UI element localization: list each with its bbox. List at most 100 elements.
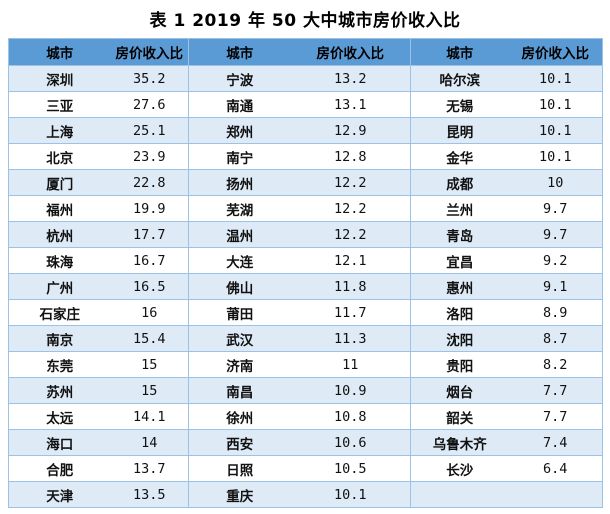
- city-cell: 贵阳: [410, 351, 509, 378]
- ratio-value-cell: 8.2: [508, 351, 603, 378]
- ratio-value-cell: 11.3: [290, 325, 411, 352]
- city-cell: 福州: [8, 195, 111, 222]
- ratio-value-cell: 9.7: [508, 195, 603, 222]
- city-cell: [410, 481, 509, 508]
- ratio-value-cell: 9.1: [508, 273, 603, 300]
- city-cell: 广州: [8, 273, 111, 300]
- ratio-value-cell: 10.5: [290, 455, 411, 482]
- city-cell: 南昌: [188, 377, 291, 404]
- report-page: 表 1 2019 年 50 大中城市房价收入比 城市 房价收入比 城市 房价收入比 城市…: [0, 6, 610, 514]
- city-cell: 芜湖: [188, 195, 291, 222]
- header-ratio: 房价收入比: [508, 38, 603, 66]
- city-cell: 昆明: [410, 117, 509, 144]
- header-city: 城市: [8, 38, 111, 66]
- ratio-value-cell: 35.2: [110, 65, 189, 92]
- city-cell: 大连: [188, 247, 291, 274]
- table-row: 海口 14 西安 10.6 乌鲁木齐 7.4: [8, 429, 603, 456]
- city-cell: 武汉: [188, 325, 291, 352]
- table-title: 表 1 2019 年 50 大中城市房价收入比: [149, 11, 461, 31]
- city-cell: 太远: [8, 403, 111, 430]
- header-row: 城市 房价收入比 城市 房价收入比 城市 房价收入比: [8, 38, 603, 66]
- city-cell: 南通: [188, 91, 291, 118]
- city-cell: 北京: [8, 143, 111, 170]
- ratio-value-cell: 16.5: [110, 273, 189, 300]
- city-cell: 重庆: [188, 481, 291, 508]
- city-cell: 韶关: [410, 403, 509, 430]
- header-ratio: 房价收入比: [290, 38, 411, 66]
- city-cell: 莆田: [188, 299, 291, 326]
- ratio-value-cell: 12.8: [290, 143, 411, 170]
- city-cell: 厦门: [8, 169, 111, 196]
- header-city: 城市: [188, 38, 291, 66]
- city-cell: 洛阳: [410, 299, 509, 326]
- city-cell: 乌鲁木齐: [410, 429, 509, 456]
- city-cell: 兰州: [410, 195, 509, 222]
- ratio-value-cell: 10.9: [290, 377, 411, 404]
- city-cell: 东莞: [8, 351, 111, 378]
- ratio-value-cell: 10.1: [508, 91, 603, 118]
- table-row: 杭州 17.7 温州 12.2 青岛 9.7: [8, 221, 603, 248]
- ratio-value-cell: 10.1: [508, 143, 603, 170]
- price-income-table: 城市 房价收入比 城市 房价收入比 城市 房价收入比 深圳 35.2 宁波 13.2 哈尔滨 10.…: [8, 38, 603, 508]
- ratio-value-cell: 13.1: [290, 91, 411, 118]
- city-cell: 济南: [188, 351, 291, 378]
- header-ratio: 房价收入比: [110, 38, 189, 66]
- city-cell: 徐州: [188, 403, 291, 430]
- city-cell: 石家庄: [8, 299, 111, 326]
- city-cell: 深圳: [8, 65, 111, 92]
- ratio-value-cell: 13.5: [110, 481, 189, 508]
- city-cell: 苏州: [8, 377, 111, 404]
- ratio-value-cell: 12.2: [290, 169, 411, 196]
- ratio-value-cell: 13.2: [290, 65, 411, 92]
- ratio-value-cell: 11.7: [290, 299, 411, 326]
- city-cell: 哈尔滨: [410, 65, 509, 92]
- city-cell: 西安: [188, 429, 291, 456]
- ratio-value-cell: 10: [508, 169, 603, 196]
- city-cell: 烟台: [410, 377, 509, 404]
- table-row: 厦门 22.8 扬州 12.2 成都 10: [8, 169, 603, 196]
- table-row: 深圳 35.2 宁波 13.2 哈尔滨 10.1: [8, 65, 603, 92]
- ratio-value-cell: 16.7: [110, 247, 189, 274]
- city-cell: 日照: [188, 455, 291, 482]
- table-row: 苏州 15 南昌 10.9 烟台 7.7: [8, 377, 603, 404]
- ratio-value-cell: [508, 481, 603, 508]
- city-cell: 天津: [8, 481, 111, 508]
- ratio-value-cell: 14: [110, 429, 189, 456]
- city-cell: 扬州: [188, 169, 291, 196]
- ratio-value-cell: 9.7: [508, 221, 603, 248]
- ratio-value-cell: 11: [290, 351, 411, 378]
- table-row: 太远 14.1 徐州 10.8 韶关 7.7: [8, 403, 603, 430]
- city-cell: 三亚: [8, 91, 111, 118]
- city-cell: 宁波: [188, 65, 291, 92]
- ratio-value-cell: 14.1: [110, 403, 189, 430]
- city-cell: 青岛: [410, 221, 509, 248]
- table-row: 东莞 15 济南 11 贵阳 8.2: [8, 351, 603, 378]
- city-cell: 杭州: [8, 221, 111, 248]
- ratio-value-cell: 15: [110, 351, 189, 378]
- city-cell: 长沙: [410, 455, 509, 482]
- city-cell: 无锡: [410, 91, 509, 118]
- city-cell: 惠州: [410, 273, 509, 300]
- ratio-value-cell: 9.2: [508, 247, 603, 274]
- table-row: 三亚 27.6 南通 13.1 无锡 10.1: [8, 91, 603, 118]
- ratio-value-cell: 13.7: [110, 455, 189, 482]
- ratio-value-cell: 10.1: [290, 481, 411, 508]
- table-row: 北京 23.9 南宁 12.8 金华 10.1: [8, 143, 603, 170]
- table-row: 合肥 13.7 日照 10.5 长沙 6.4: [8, 455, 603, 482]
- ratio-value-cell: 7.7: [508, 377, 603, 404]
- table-row: 南京 15.4 武汉 11.3 沈阳 8.7: [8, 325, 603, 352]
- city-cell: 珠海: [8, 247, 111, 274]
- table-body: 深圳 35.2 宁波 13.2 哈尔滨 10.1 三亚 27.6 南通 13.1 无锡 10.1 上海 2…: [8, 65, 603, 508]
- ratio-value-cell: 10.1: [508, 117, 603, 144]
- ratio-value-cell: 7.7: [508, 403, 603, 430]
- city-cell: 南宁: [188, 143, 291, 170]
- city-cell: 宜昌: [410, 247, 509, 274]
- ratio-value-cell: 12.2: [290, 195, 411, 222]
- ratio-value-cell: 19.9: [110, 195, 189, 222]
- city-cell: 温州: [188, 221, 291, 248]
- ratio-value-cell: 7.4: [508, 429, 603, 456]
- table-row: 石家庄 16 莆田 11.7 洛阳 8.9: [8, 299, 603, 326]
- ratio-value-cell: 22.8: [110, 169, 189, 196]
- city-cell: 沈阳: [410, 325, 509, 352]
- table-row: 珠海 16.7 大连 12.1 宜昌 9.2: [8, 247, 603, 274]
